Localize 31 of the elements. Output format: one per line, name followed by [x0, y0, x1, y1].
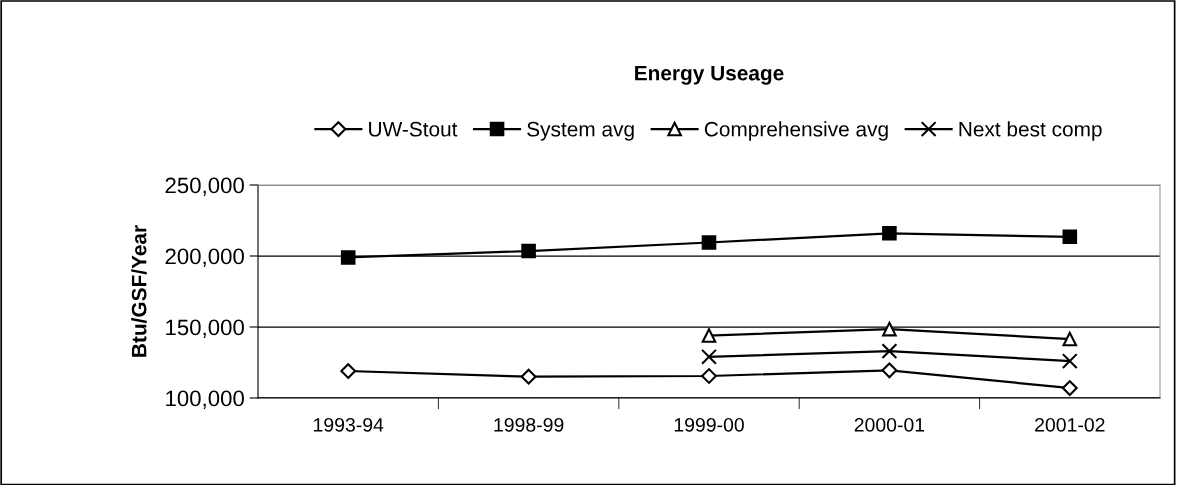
- point: [340, 363, 357, 379]
- point: [881, 343, 898, 360]
- point: [701, 348, 717, 365]
- x-tick-label: 2001-02: [1035, 417, 1105, 432]
- point: [1062, 229, 1078, 245]
- point: [340, 250, 356, 265]
- point: [520, 368, 537, 385]
- y-axis-title: Btu/GSF/Year: [131, 225, 147, 357]
- x-tick-label: 1993-94: [314, 417, 384, 432]
- y-tick-label: 100,000: [166, 390, 244, 409]
- point: [882, 225, 897, 241]
- legend-label: System avg: [527, 121, 634, 141]
- point: [521, 243, 536, 259]
- legend-label: Next best comp: [959, 121, 1102, 141]
- y-tick-label: 200,000: [165, 248, 244, 267]
- chart-title: Energy Useage: [635, 65, 784, 85]
- legend-label: UW-Stout: [369, 121, 458, 137]
- legend-label: Comprehensive avg: [704, 121, 888, 141]
- point: [1062, 331, 1078, 347]
- point: [701, 328, 717, 343]
- x-tick-label: 1998-99: [494, 417, 564, 432]
- y-tick-label: 150,000: [166, 319, 244, 338]
- y-tick-label: 250,000: [165, 177, 244, 196]
- point: [1061, 380, 1078, 396]
- x-tick-label: 1999-00: [674, 417, 744, 432]
- point: [882, 321, 897, 337]
- point: [881, 362, 898, 379]
- point: [1061, 353, 1078, 370]
- x-tick-label: 2000-01: [854, 417, 925, 432]
- point: [701, 368, 717, 384]
- point: [701, 235, 717, 250]
